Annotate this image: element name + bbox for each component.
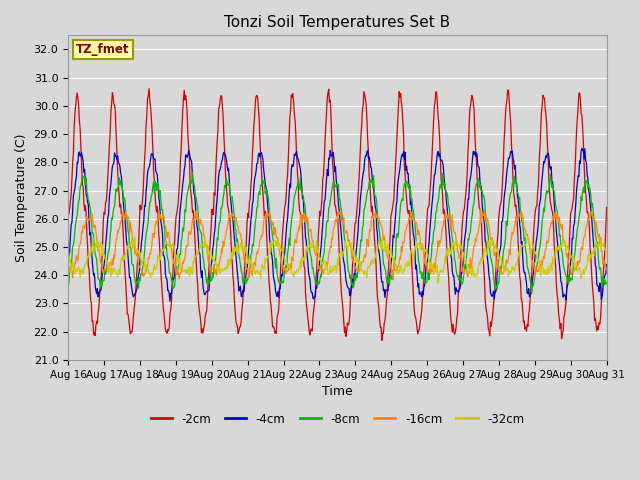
Y-axis label: Soil Temperature (C): Soil Temperature (C) [15, 133, 28, 262]
-8cm [213, 235, 221, 241]
Title: Tonzi Soil Temperatures Set B: Tonzi Soil Temperatures Set B [224, 15, 451, 30]
-16cm [603, 267, 611, 273]
-4cm [419, 292, 427, 298]
-8cm [129, 262, 137, 267]
Line: -32cm: -32cm [68, 237, 607, 283]
Line: -4cm: -4cm [68, 148, 607, 301]
-16cm [74, 258, 82, 264]
-16cm [64, 263, 72, 268]
X-axis label: Time: Time [322, 385, 353, 398]
-16cm [212, 273, 220, 278]
-2cm [404, 210, 412, 216]
-32cm [434, 280, 442, 286]
-16cm [419, 245, 427, 251]
Legend: -2cm, -4cm, -8cm, -16cm, -32cm: -2cm, -4cm, -8cm, -16cm, -32cm [146, 408, 529, 431]
-2cm [378, 337, 386, 343]
Line: -2cm: -2cm [68, 89, 607, 340]
-32cm [524, 234, 532, 240]
-2cm [213, 139, 221, 144]
-16cm [389, 276, 397, 282]
-16cm [184, 242, 192, 248]
-8cm [419, 270, 427, 276]
Text: TZ_fmet: TZ_fmet [76, 43, 130, 56]
-16cm [129, 238, 137, 243]
-4cm [166, 299, 174, 304]
-2cm [420, 271, 428, 276]
-2cm [185, 146, 193, 152]
-4cm [404, 171, 412, 177]
-16cm [404, 222, 412, 228]
-4cm [129, 294, 137, 300]
Line: -8cm: -8cm [68, 173, 607, 293]
-8cm [184, 188, 192, 194]
Line: -16cm: -16cm [68, 208, 607, 279]
-8cm [64, 286, 72, 291]
-8cm [74, 205, 82, 211]
-4cm [64, 266, 72, 272]
-4cm [74, 160, 82, 166]
-2cm [74, 95, 82, 101]
-32cm [74, 266, 82, 272]
-2cm [603, 204, 611, 210]
-4cm [603, 262, 611, 268]
-32cm [603, 249, 611, 254]
-4cm [185, 147, 193, 153]
-32cm [184, 267, 192, 273]
-2cm [129, 314, 137, 320]
-4cm [578, 145, 586, 151]
-2cm [145, 86, 153, 92]
-32cm [129, 246, 137, 252]
-2cm [64, 204, 72, 210]
-32cm [64, 245, 72, 251]
-16cm [477, 205, 484, 211]
-4cm [213, 196, 221, 202]
-8cm [189, 170, 196, 176]
-32cm [212, 263, 220, 269]
-32cm [403, 262, 410, 268]
-8cm [528, 290, 536, 296]
-8cm [603, 280, 611, 286]
-32cm [419, 244, 426, 250]
-8cm [404, 180, 412, 186]
